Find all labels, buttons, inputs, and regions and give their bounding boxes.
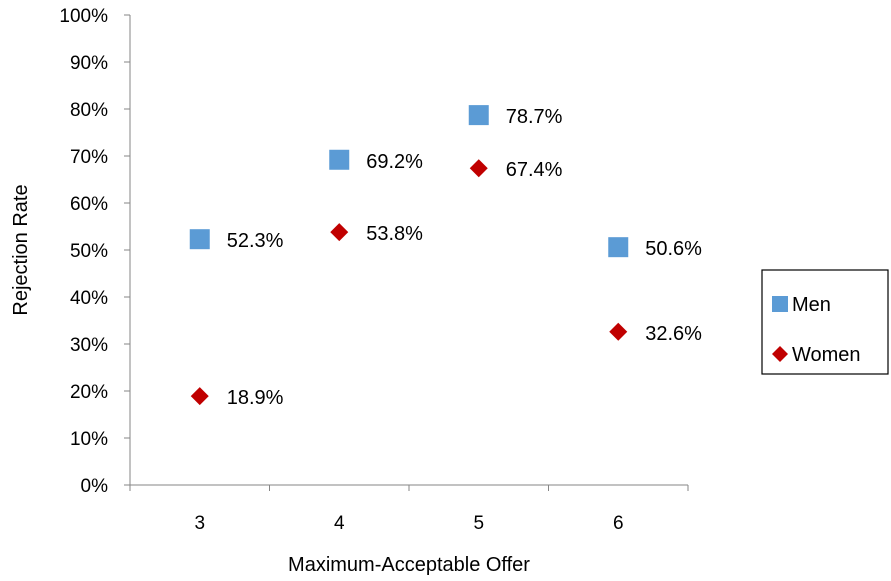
x-axis-title: Maximum-Acceptable Offer xyxy=(288,554,530,576)
x-axis-ticks: 3 4 5 6 xyxy=(129,485,689,534)
women-point xyxy=(330,223,349,242)
y-tick-label: 40% xyxy=(70,288,108,309)
y-tick-label: 50% xyxy=(70,241,108,262)
y-tick-label: 60% xyxy=(70,194,108,215)
x-tick-label: 3 xyxy=(194,513,205,534)
legend-women-label: Women xyxy=(792,344,861,366)
x-tick-label: 6 xyxy=(613,513,624,534)
y-tick-label: 20% xyxy=(70,382,108,403)
data-points xyxy=(189,105,629,406)
legend-men-marker xyxy=(772,296,788,312)
y-tick-label: 80% xyxy=(70,100,108,121)
x-tick-label: 5 xyxy=(473,513,484,534)
legend-women-marker xyxy=(772,346,788,362)
women-point xyxy=(469,159,488,178)
women-point xyxy=(190,387,209,406)
legend: Men Women xyxy=(761,269,889,375)
women-data-label: 18.9% xyxy=(227,387,284,409)
y-tick-label: 10% xyxy=(70,429,108,450)
men-point xyxy=(468,105,489,126)
y-tick-label: 0% xyxy=(81,476,109,497)
y-axis-ticks: 0% 10% 20% 30% 40% 50% 60% 70% 80% 90% 100% xyxy=(59,6,130,497)
men-data-label: 52.3% xyxy=(227,230,284,252)
women-data-label: 53.8% xyxy=(366,223,423,245)
men-data-label: 50.6% xyxy=(645,238,702,260)
y-axis-title: Rejection Rate xyxy=(10,184,32,315)
y-tick-label: 30% xyxy=(70,335,108,356)
men-point xyxy=(189,229,210,250)
men-data-label: 69.2% xyxy=(366,151,423,173)
men-point xyxy=(608,237,629,258)
x-tick-label: 4 xyxy=(334,513,345,534)
legend-men-label: Men xyxy=(792,294,831,316)
men-data-label: 78.7% xyxy=(506,106,563,128)
data-labels: 52.3% 69.2% 78.7% 50.6% 18.9% 53.8% 67.4% 32.6% xyxy=(227,106,702,409)
y-tick-label: 70% xyxy=(70,147,108,168)
women-data-label: 67.4% xyxy=(506,159,563,181)
y-tick-label: 90% xyxy=(70,53,108,74)
men-point xyxy=(329,149,350,170)
women-point xyxy=(609,322,628,341)
y-tick-label: 100% xyxy=(59,6,108,27)
women-data-label: 32.6% xyxy=(645,323,702,345)
